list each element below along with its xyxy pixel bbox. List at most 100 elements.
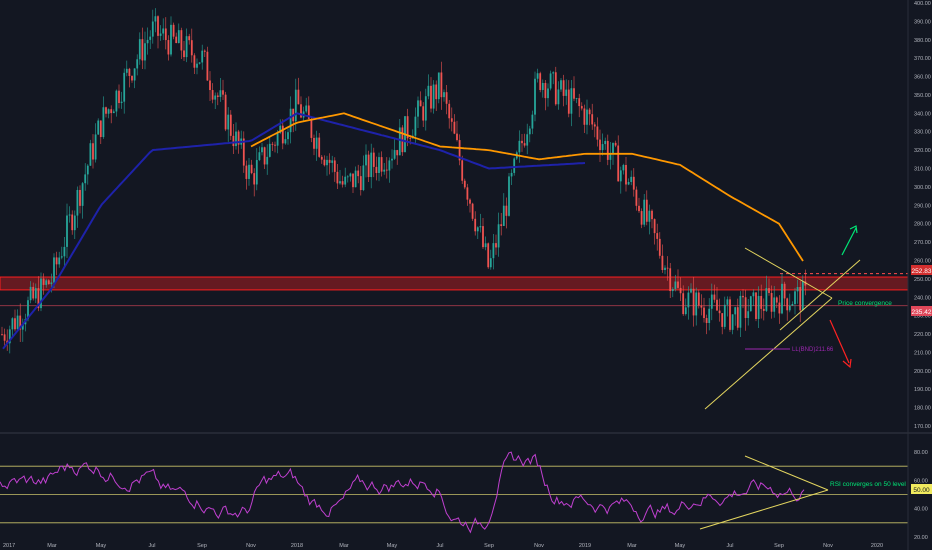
price-tick-label: 300.00	[914, 185, 931, 191]
candle-body	[222, 90, 224, 95]
candle-body	[89, 143, 92, 166]
price-axis[interactable]: 170.00 180.00 190.00 200.00 210.00 220.00 230.…	[914, 1, 931, 430]
candle-body	[497, 224, 500, 248]
candle-body	[708, 308, 711, 323]
rsi-line	[0, 451, 805, 534]
candle-body	[346, 176, 349, 178]
candle-body	[788, 305, 791, 311]
candle-body	[661, 255, 664, 271]
candle-body	[235, 131, 237, 147]
candle-body	[131, 75, 133, 81]
candle-body	[398, 127, 401, 156]
candle-body	[687, 292, 690, 308]
candle-body	[300, 104, 302, 118]
candle-body	[718, 310, 721, 314]
candle-body	[799, 287, 802, 311]
upper-level-tag: 252.83	[911, 265, 932, 275]
price-pane[interactable]: LL(BND)211.66 Price convergence	[0, 8, 909, 410]
rsi-lower-trendline	[699, 489, 829, 530]
candle-body	[666, 267, 669, 269]
rsi-axis[interactable]: 20.00 40.00 60.00 80.00	[914, 450, 928, 541]
candle-body	[643, 199, 646, 225]
candle-body	[229, 114, 232, 136]
rsi-pane[interactable]: RSI converges on 50 level	[0, 451, 908, 534]
candle-body	[794, 291, 796, 305]
candle-body	[645, 199, 648, 222]
candle-body	[370, 152, 373, 178]
time-tick-label: 2018	[291, 543, 303, 549]
candle-body	[81, 183, 84, 206]
candle-body	[328, 159, 331, 163]
price-tick-label: 200.00	[914, 369, 931, 375]
candle-body	[157, 16, 159, 36]
candle-body	[224, 94, 227, 130]
candle-body	[757, 295, 760, 319]
candle-body	[86, 165, 89, 175]
time-tick-label: Mar	[627, 543, 637, 549]
candle-body	[450, 118, 453, 122]
candle-body	[170, 24, 172, 55]
candle-body	[326, 159, 328, 166]
candle-body	[541, 82, 544, 90]
candle-body	[474, 218, 477, 232]
candle-body	[716, 299, 718, 311]
candle-body	[775, 297, 778, 303]
candle-body	[110, 109, 113, 114]
price-tick-label: 390.00	[914, 19, 931, 25]
candle-body	[409, 138, 412, 140]
candle-body	[32, 286, 35, 299]
time-tick-label: Sep	[774, 543, 784, 549]
candle-body	[586, 109, 588, 125]
candle-body	[281, 125, 284, 144]
candle-body	[8, 329, 11, 344]
candle-body	[180, 30, 183, 51]
candle-body	[445, 92, 448, 104]
candle-body	[53, 257, 55, 283]
candle-body	[71, 214, 74, 231]
candle-body	[19, 315, 22, 330]
candle-body	[502, 205, 505, 226]
time-tick-label: 2017	[3, 543, 15, 549]
candle-body	[547, 88, 549, 99]
candle-body	[159, 33, 162, 36]
candle-body	[55, 257, 58, 265]
candle-body	[601, 144, 604, 151]
ma-long-line	[250, 112, 804, 262]
candle-body	[253, 173, 256, 185]
candle-body	[651, 210, 653, 220]
candle-body	[21, 324, 24, 330]
candle-body	[92, 143, 94, 160]
candle-body	[310, 118, 313, 138]
price-tick-label: 230.00	[914, 314, 931, 320]
candle-body	[149, 36, 152, 40]
candle-body	[167, 40, 170, 55]
candle-body	[781, 283, 783, 314]
candle-body	[677, 281, 679, 288]
candle-body	[219, 90, 222, 97]
candle-body	[120, 101, 123, 104]
rsi-tick-label: 80.00	[914, 450, 928, 456]
candle-body	[627, 181, 630, 185]
candle-body	[331, 160, 334, 163]
candle-body	[567, 89, 570, 114]
candle-body	[47, 280, 50, 285]
candle-body	[177, 30, 180, 44]
candle-body	[336, 171, 339, 184]
candle-body	[279, 125, 282, 133]
candle-body	[29, 286, 32, 301]
candle-body	[146, 39, 149, 44]
candle-body	[664, 267, 666, 271]
support-extension-line	[779, 259, 861, 331]
candle-body	[432, 84, 435, 109]
time-tick-label: Sep	[197, 543, 207, 549]
price-tick-label: 310.00	[914, 167, 931, 173]
candle-body	[487, 243, 490, 268]
candle-body	[749, 296, 752, 312]
candle-body	[640, 211, 643, 225]
candle-body	[469, 199, 471, 204]
time-tick-label: May	[675, 543, 686, 549]
candle-body	[742, 295, 744, 298]
time-axis[interactable]: 2017 Mar May Jul Sep Nov 2018 Mar May Jul Sep Nov 20…	[3, 543, 883, 549]
candle-body	[99, 120, 102, 138]
